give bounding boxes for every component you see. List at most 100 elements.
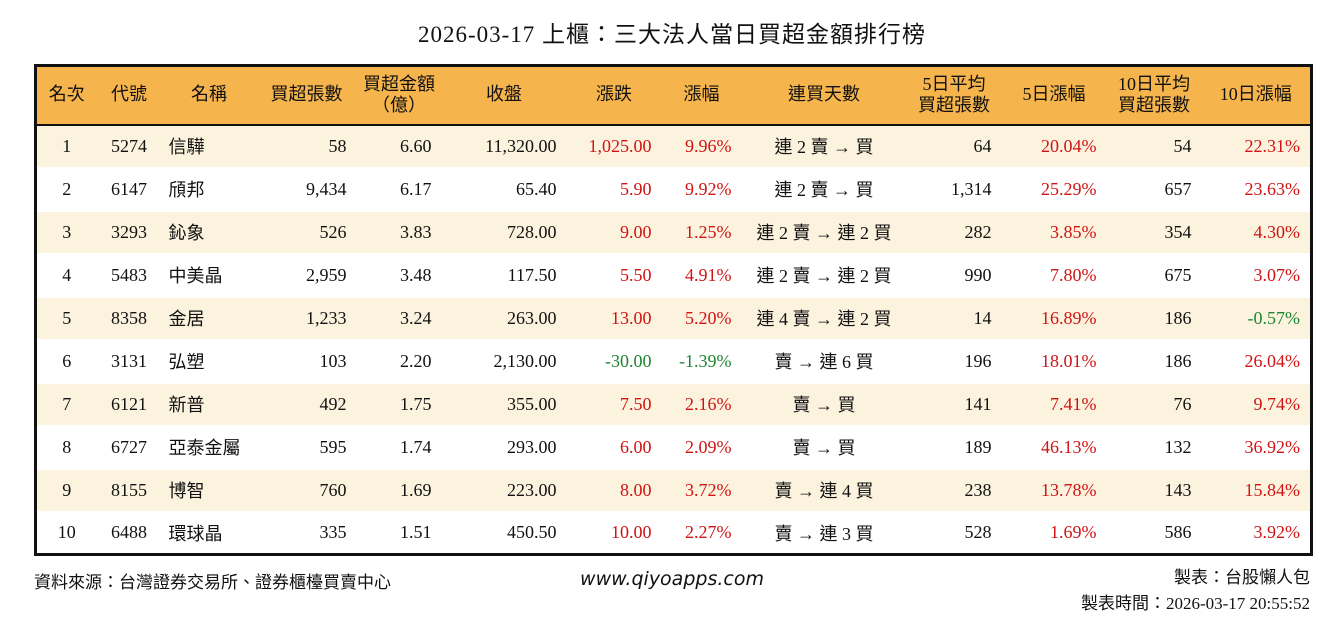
cell-name: 鈊象 [161,209,257,254]
table-row: 8 6727 亞泰金屬 595 1.74 293.00 6.00 2.09% 賣 → 買 189 4… [35,424,1312,469]
cell-avg10-volume: 76 [1106,381,1202,426]
cell-name: 博智 [161,467,257,512]
cell-avg10-volume: 675 [1106,252,1202,297]
cell-change-pct: -1.39% [661,338,742,383]
cell-netbuy-volume: 492 [256,381,357,426]
cell-code: 3131 [96,338,162,383]
cell-pct-10d: 9.74% [1201,381,1312,426]
table-row: 9 8155 博智 760 1.69 223.00 8.00 3.72% 賣 → 連 4 買 23… [35,467,1312,512]
table-header-row: 名次 代號 名稱 買超張數 買超金額 （億） 收盤 漲跌 漲幅 連買天數 5日平均… [35,65,1312,126]
cell-avg5-volume: 189 [906,424,1002,469]
cell-avg5-volume: 141 [906,381,1002,426]
cell-code: 6727 [96,424,162,469]
cell-rank: 8 [35,424,97,469]
cell-code: 5483 [96,252,162,297]
col-header-avg10-volume: 10日平均 買超張數 [1106,65,1202,126]
cell-rank: 2 [35,166,97,211]
cell-pct-10d: -0.57% [1201,295,1312,340]
cell-avg10-volume: 186 [1106,295,1202,340]
cell-avg10-volume: 657 [1106,166,1202,211]
cell-avg5-volume: 1,314 [906,166,1002,211]
cell-code: 3293 [96,209,162,254]
table-row: 6 3131 弘塑 103 2.20 2,130.00 -30.00 -1.39% 賣 → 連 … [35,338,1312,383]
cell-netbuy-volume: 526 [256,209,357,254]
cell-close: 450.50 [441,510,567,555]
cell-avg5-volume: 528 [906,510,1002,555]
cell-change: 1,025.00 [588,135,652,156]
cell-name: 信驊 [168,137,205,157]
cell-pct-5d: 20.04% [1041,135,1097,156]
cell-netbuy-volume: 103 [256,338,357,383]
ranking-table: 名次 代號 名稱 買超張數 買超金額 （億） 收盤 漲跌 漲幅 連買天數 5日平均… [34,64,1313,556]
cell-change-pct: 9.96% [685,135,732,156]
cell-pct-10d: 23.63% [1201,166,1312,211]
cell-netbuy-volume: 2,959 [256,252,357,297]
cell-netbuy-amount: 3.83 [356,209,442,254]
cell-change-pct: 4.91% [661,252,742,297]
cell-change-pct: 5.20% [661,295,742,340]
cell-streak: 賣 → 買 [741,424,907,469]
cell-avg5-volume: 14 [906,295,1002,340]
cell-change-pct: 1.25% [661,209,742,254]
table-row: 1 5274 信驊 58 6.60 11,320.00 1,025.00 9.96% 連 2 賣… [35,124,1312,168]
cell-name: 金居 [161,295,257,340]
cell-rank: 10 [35,510,97,555]
cell-netbuy-volume: 595 [256,424,357,469]
cell-streak: 賣 → 連 3 買 [741,510,907,555]
cell-avg5-volume: 238 [906,467,1002,512]
cell-code: 6121 [96,381,162,426]
table-row: 4 5483 中美晶 2,959 3.48 117.50 5.50 4.91% 連 2 賣 → … [35,252,1312,297]
cell-avg10-volume: 143 [1106,467,1202,512]
cell-pct-10d: 4.30% [1201,209,1312,254]
col-header-code: 代號 [96,65,162,126]
cell-close: 293.00 [441,424,567,469]
cell-netbuy-amount: 1.74 [356,424,442,469]
cell-rank: 1 [62,135,72,156]
cell-streak: 連 2 賣 → 買 [741,166,907,211]
cell-change: 5.90 [566,166,662,211]
cell-streak: 賣 → 買 [741,381,907,426]
timestamp-line: 製表時間：2026-03-17 20:55:52 [1080,594,1310,614]
col-header-streak: 連買天數 [741,65,907,126]
cell-streak: 連 2 賣 → 連 2 買 [741,209,907,254]
cell-close: 728.00 [441,209,567,254]
cell-rank: 4 [35,252,97,297]
cell-streak: 連 2 賣 → 買 [774,137,874,157]
col-header-rank: 名次 [35,65,97,126]
cell-change-pct: 3.72% [661,467,742,512]
cell-change-pct: 9.92% [661,166,742,211]
cell-pct-10d: 36.92% [1201,424,1312,469]
col-header-10d-pct: 10日漲幅 [1201,65,1312,126]
cell-streak: 連 4 賣 → 連 2 買 [741,295,907,340]
cell-streak: 連 2 賣 → 連 2 買 [741,252,907,297]
cell-netbuy-volume: 1,233 [256,295,357,340]
col-header-change: 漲跌 [566,65,662,126]
table-row: 5 8358 金居 1,233 3.24 263.00 13.00 5.20% 連 4 賣 → … [35,295,1312,340]
col-header-netbuy-volume: 買超張數 [256,65,357,126]
cell-rank: 9 [35,467,97,512]
cell-netbuy-amount: 1.69 [356,467,442,512]
cell-close: 2,130.00 [441,338,567,383]
cell-close: 223.00 [441,467,567,512]
cell-avg5-volume: 196 [906,338,1002,383]
cell-netbuy-amount: 6.17 [356,166,442,211]
cell-avg10-volume: 186 [1106,338,1202,383]
cell-netbuy-amount: 6.60 [400,135,432,156]
cell-pct-5d: 18.01% [1001,338,1107,383]
cell-change: 6.00 [566,424,662,469]
cell-code: 8358 [96,295,162,340]
cell-pct-5d: 7.41% [1001,381,1107,426]
cell-pct-10d: 22.31% [1244,135,1301,156]
cell-name: 亞泰金屬 [161,424,257,469]
cell-pct-10d: 3.92% [1201,510,1312,555]
cell-netbuy-amount: 3.48 [356,252,442,297]
credits-block: 製表：台股懶人包 製表時間：2026-03-17 20:55:52 [764,565,1310,618]
cell-avg10-volume: 586 [1106,510,1202,555]
cell-code: 5274 [111,135,147,156]
cell-change: 13.00 [566,295,662,340]
cell-netbuy-volume: 58 [328,135,347,156]
cell-pct-10d: 3.07% [1201,252,1312,297]
cell-rank: 7 [35,381,97,426]
